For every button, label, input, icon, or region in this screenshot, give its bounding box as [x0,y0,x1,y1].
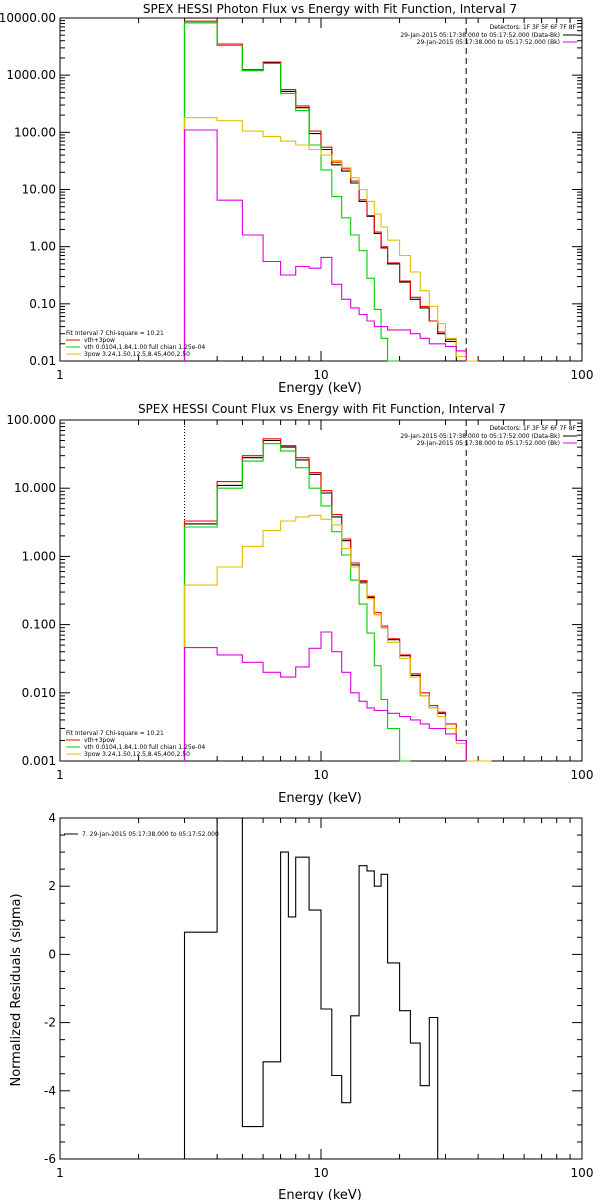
x-tick-label: 100 [571,1166,594,1180]
y-tick-label: 0.10 [29,297,56,311]
residuals-series [183,817,439,1159]
legend-vth: vth 0.0104,1.84,1.00 full chian 1.25e-04 [84,744,205,751]
legend-fit-interval: Fit Interval 7 Chi-square = 10.21 [66,330,164,337]
count-flux-series [183,420,492,762]
legend-3pow: 3pow 3.24,1.50,12.5,8.45,400,2.50 [84,751,190,758]
residuals-xlabel: Energy (keV) [278,1188,362,1200]
y-tick-label: 0.01 [29,354,56,368]
y-tick-label: -6 [44,1152,56,1166]
legend-bk: 29-Jan-2015 05:17:38.000 to 05:17:52.000… [417,440,560,447]
series-step-line [183,117,479,362]
count-flux-xlabel: Energy (keV) [278,791,362,806]
legend-vth3pow: vth+3pow [84,337,115,344]
y-tick-label: 100.00 [14,125,56,139]
y-tick-label: 0.100 [22,618,56,632]
y-tick-label: 10.000 [14,481,56,495]
y-tick-label: -2 [44,1016,56,1030]
x-tick-label: 10 [313,368,328,382]
x-tick-label: 10 [313,1166,328,1180]
x-tick-label: 1 [56,368,64,382]
x-tick-label: 10 [313,768,328,782]
residuals-panel: Energy (keV) Normalized Residuals (sigma… [9,811,593,1200]
y-tick-label: 0 [48,947,56,961]
x-tick-label: 1 [56,1166,64,1180]
legend-3pow: 3pow 3.24,1.50,12.5,8.45,400,2.50 [84,351,190,358]
count-flux-axes: 1 10 100 0.001 0.010 0.100 1.000 10.000 100.000 [6,413,593,782]
series-step-line [183,443,411,762]
y-tick-label: 1.00 [29,240,56,254]
photon-flux-legend-top-right: Detectors: 1F 3F 5F 6F 7F 8F 29-Jan-2015… [400,24,577,46]
photon-flux-legend-bottom-left: Fit Interval 7 Chi-square = 10.21 vth+3p… [66,330,205,358]
count-flux-title: SPEX HESSI Count Flux vs Energy with Fit… [138,402,506,416]
legend-data-bk: 29-Jan-2015 05:17:38.000 to 05:17:52.000… [400,433,560,440]
legend-vth: vth 0.0104,1.84,1.00 full chian 1.25e-04 [84,344,205,351]
photon-flux-title: SPEX HESSI Photon Flux vs Energy with Fi… [143,2,517,16]
x-tick-label: 100 [571,368,594,382]
photon-flux-series [183,18,479,362]
legend-fit-interval: Fit Interval 7 Chi-square = 10.21 [66,730,164,737]
y-tick-label: 0.001 [22,754,56,768]
y-tick-label: 100.000 [6,413,56,427]
series-step-line [183,514,492,762]
series-step-line [183,817,439,1159]
y-tick-label: 10.00 [22,183,56,197]
photon-flux-axes: 1 10 100 0.01 0.10 1.00 10.00 100.00 1000.00 1000… [0,11,593,382]
legend-vth3pow: vth+3pow [84,737,115,744]
series-step-line [183,631,467,761]
y-tick-label: 0.010 [22,686,56,700]
x-tick-label: 1 [56,768,64,782]
legend-bk: 29-Jan-2015 05:17:38.000 to 05:17:52.000… [417,39,560,46]
legend-detectors: Detectors: 1F 3F 5F 6F 7F 8F [490,24,577,31]
count-flux-legend-top-right: Detectors: 1F 3F 5F 6F 7F 8F 29-Jan-2015… [400,425,577,447]
x-tick-label: 100 [571,768,594,782]
legend-detectors: Detectors: 1F 3F 5F 6F 7F 8F [490,425,577,432]
y-tick-label: 1.000 [22,549,56,563]
y-tick-label: 2 [48,879,56,893]
residuals-axes: 1 10 100 -6 -4 -2 0 2 4 [44,811,593,1180]
count-flux-panel: SPEX HESSI Count Flux vs Energy with Fit… [6,402,593,806]
residuals-ylabel: Normalized Residuals (sigma) [9,893,24,1086]
series-step-line [183,129,467,361]
y-tick-label: -4 [44,1084,56,1098]
y-tick-label: 10000.00 [0,11,56,25]
y-tick-label: 1000.00 [6,68,56,82]
legend-interval: 7. 29-Jan-2015 05:17:38.000 to 05:17:52.… [82,831,219,838]
photon-flux-panel: SPEX HESSI Photon Flux vs Energy with Fi… [0,2,593,396]
photon-flux-xlabel: Energy (keV) [278,381,362,396]
y-tick-label: 4 [48,811,56,825]
legend-data-bk: 29-Jan-2015 05:17:38.000 to 05:17:52.000… [400,32,560,39]
count-flux-legend-bottom-left: Fit Interval 7 Chi-square = 10.21 vth+3p… [66,730,205,758]
residuals-legend: 7. 29-Jan-2015 05:17:38.000 to 05:17:52.… [64,831,219,838]
